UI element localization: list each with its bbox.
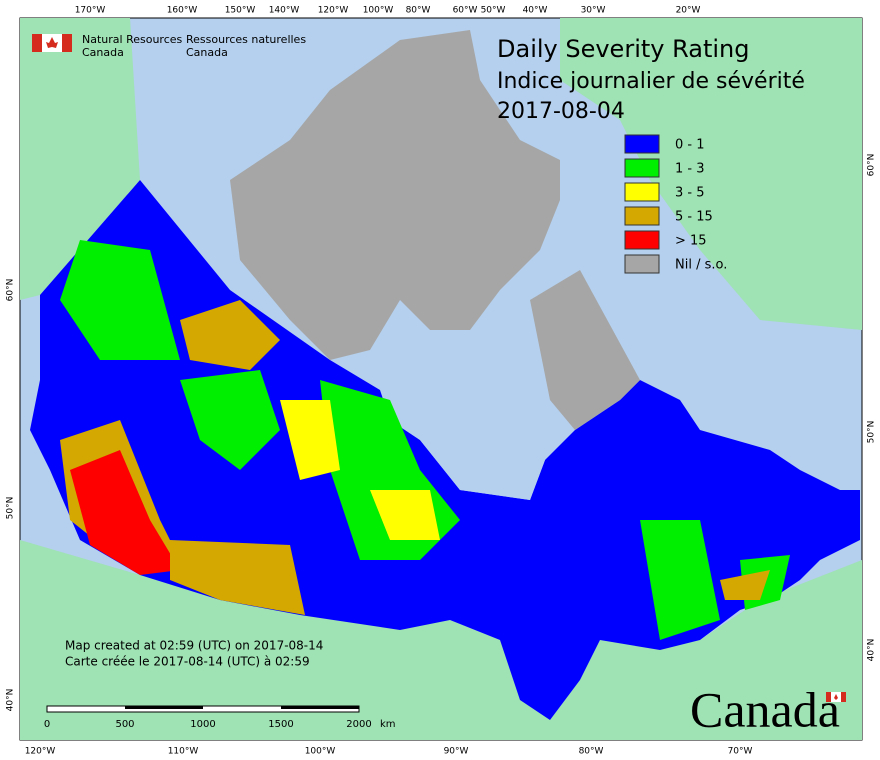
wordmark-flag [826,692,846,702]
wordmark: Canada [690,681,840,737]
alaska [20,18,140,300]
latitude-label: 50°N [867,421,877,444]
longitude-label: 120°W [318,6,349,16]
longitude-label: 140°W [269,6,300,16]
rating-region [180,370,280,470]
longitude-label: 20°W [676,6,701,16]
legend-swatch [624,158,660,178]
legend-swatch [624,206,660,226]
map-date: 2017-08-04 [497,99,625,124]
scale-label: 2000 [346,719,371,730]
legend-swatch [624,230,660,250]
map-title: Daily Severity Rating [497,35,749,63]
agency-en: Natural Resources [82,33,183,46]
map-title: Indice journalier de sévérité [497,69,805,94]
longitude-label: 80°W [406,6,431,16]
latitude-label: 60°N [867,154,877,177]
legend-label: 1 - 3 [675,162,705,177]
hudson-bay [390,380,545,500]
rating-region [180,300,280,370]
longitude-label: 80°W [579,747,604,757]
flag-bar [841,692,846,702]
legend-swatch [624,254,660,274]
longitude-label: 100°W [363,6,394,16]
scale-label: 0 [44,719,50,730]
legend-label: 3 - 5 [675,186,705,201]
flag-bar [62,34,72,52]
scale-bar-segment [125,706,203,709]
longitude-label: 170°W [75,6,106,16]
rating-region [720,570,770,600]
latitude-label: 50°N [6,497,16,520]
longitude-label: 90°W [444,747,469,757]
flag-bar [32,34,42,52]
scale-label: 500 [115,719,134,730]
maple-leaf [834,694,838,700]
scale-label: 1500 [268,719,293,730]
longitude-label: 40°W [523,6,548,16]
latitude-label: 60°N [6,279,16,302]
scale-bar-segment [281,706,359,709]
longitude-label: 160°W [167,6,198,16]
legend-label: 0 - 1 [675,138,705,153]
note: Carte créée le 2017-08-14 (UTC) à 02:59 [65,655,310,669]
scale-label: 1000 [190,719,215,730]
land [20,18,862,740]
rating-region [280,400,340,480]
longitude-label: 60°W [453,6,478,16]
rating-region [640,520,720,640]
agency-fr: Canada [186,46,228,59]
longitude-label: 120°W [25,747,56,757]
rating-region [370,490,440,540]
arctic-islands [230,30,560,360]
longitude-label: 50°W [481,6,506,16]
legend-label: Nil / s.o. [675,258,727,273]
longitude-label: 150°W [225,6,256,16]
nrcan-flag [32,34,72,52]
note: Map created at 02:59 (UTC) on 2017-08-14 [65,639,323,653]
rating-region [60,240,180,360]
longitude-label: 110°W [168,747,199,757]
longitude-label: 70°W [728,747,753,757]
rating-region [170,540,305,615]
legend-swatch [624,134,660,154]
latitude-label: 40°N [6,689,16,712]
legend-label: 5 - 15 [675,210,713,225]
maple-leaf [46,37,58,48]
scale-unit: km [380,719,396,730]
baffin-south [530,270,640,430]
longitude-label: 30°W [581,6,606,16]
flag-bar [826,692,831,702]
longitude-label: 100°W [305,747,336,757]
greenland [560,18,862,330]
agency-en: Canada [82,46,124,59]
latitude-label: 40°N [867,639,877,662]
agency-fr: Ressources naturelles [186,33,306,46]
legend-label: > 15 [675,234,707,249]
rating-region [70,450,180,575]
united-states [20,540,862,740]
legend-swatch [624,182,660,202]
